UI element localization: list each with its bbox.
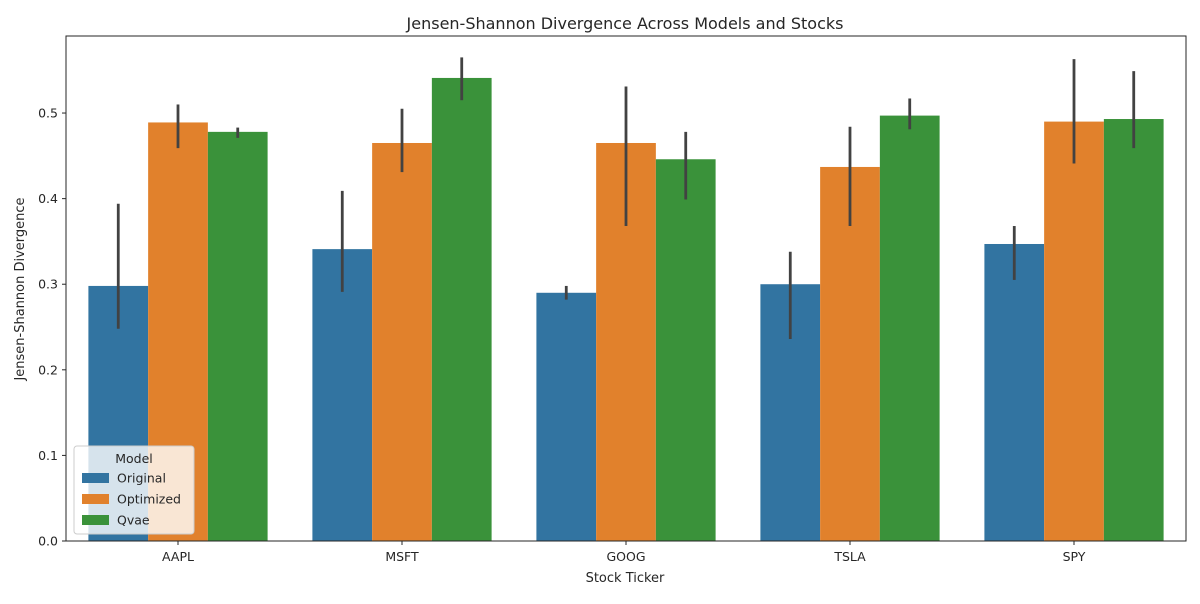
bar-original-goog bbox=[536, 292, 597, 541]
legend-swatch-original bbox=[82, 473, 109, 483]
y-tick-label: 0.4 bbox=[38, 191, 58, 206]
y-tick-label: 0.0 bbox=[38, 534, 58, 549]
bar-optimized-tsla bbox=[820, 166, 880, 541]
legend-swatch-optimized bbox=[82, 494, 109, 504]
bar-qvae-tsla bbox=[879, 115, 940, 542]
y-tick-label: 0.5 bbox=[38, 106, 58, 121]
x-tick-label-goog: GOOG bbox=[606, 549, 645, 564]
bar-original-spy bbox=[984, 243, 1045, 542]
legend-label-optimized: Optimized bbox=[117, 492, 181, 507]
bar-optimized-msft bbox=[372, 142, 432, 542]
chart-title: Jensen-Shannon Divergence Across Models … bbox=[406, 14, 844, 33]
legend-title: Model bbox=[115, 451, 153, 466]
bar-qvae-spy bbox=[1103, 119, 1164, 541]
bar-optimized-spy bbox=[1044, 121, 1104, 541]
plot-area bbox=[88, 57, 1164, 542]
y-axis-label: Jensen-Shannon Divergence bbox=[13, 197, 28, 381]
legend-swatch-qvae bbox=[82, 515, 109, 525]
axes: 0.0 0.1 0.2 0.3 0.4 0.5 AAPL MSFT GOOG TSLA SPY bbox=[38, 35, 1187, 564]
x-tick-label-spy: SPY bbox=[1063, 549, 1086, 564]
x-axis-label: Stock Ticker bbox=[586, 571, 665, 586]
x-tick-label-aapl: AAPL bbox=[162, 549, 194, 564]
bar-qvae-msft bbox=[431, 77, 492, 542]
bar-qvae-goog bbox=[655, 159, 716, 541]
x-tick-label-tsla: TSLA bbox=[833, 549, 866, 564]
y-tick-label: 0.3 bbox=[38, 277, 58, 292]
bar-qvae-aapl bbox=[207, 131, 268, 541]
x-tick-label-msft: MSFT bbox=[385, 549, 419, 564]
y-tick-label: 0.2 bbox=[38, 362, 58, 377]
legend-box bbox=[73, 445, 195, 535]
legend: Model Original Optimized Qvae bbox=[73, 445, 195, 535]
y-tick-label: 0.1 bbox=[38, 448, 58, 463]
legend-label-qvae: Qvae bbox=[117, 513, 150, 528]
bar-original-msft bbox=[312, 249, 373, 541]
legend-label-original: Original bbox=[117, 471, 166, 486]
